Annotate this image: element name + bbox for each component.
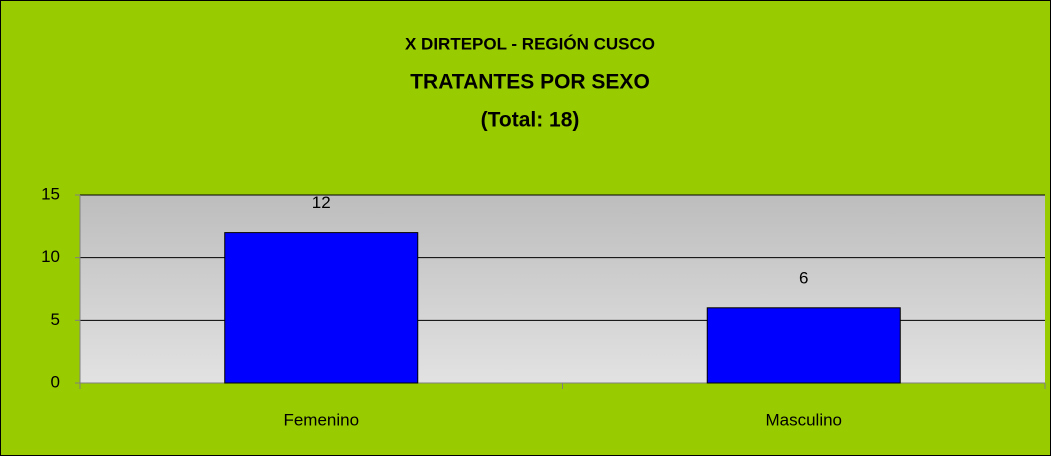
x-tick-label: Masculino bbox=[765, 410, 842, 429]
data-label: 6 bbox=[799, 268, 808, 287]
y-tick-label: 15 bbox=[41, 184, 60, 203]
chart-annotation: (Total: 18) bbox=[481, 109, 580, 132]
data-label: 12 bbox=[312, 193, 331, 212]
bar bbox=[706, 307, 901, 384]
bar bbox=[224, 232, 419, 384]
y-tick-label: 10 bbox=[41, 247, 60, 266]
x-tick-label: Femenino bbox=[283, 410, 359, 429]
chart-subtitle: TRATANTES POR SEXO bbox=[410, 71, 650, 94]
y-tick-label: 5 bbox=[51, 310, 60, 329]
y-tick-label: 0 bbox=[51, 372, 60, 391]
chart-title: X DIRTEPOL - REGIÓN CUSCO bbox=[405, 34, 655, 53]
